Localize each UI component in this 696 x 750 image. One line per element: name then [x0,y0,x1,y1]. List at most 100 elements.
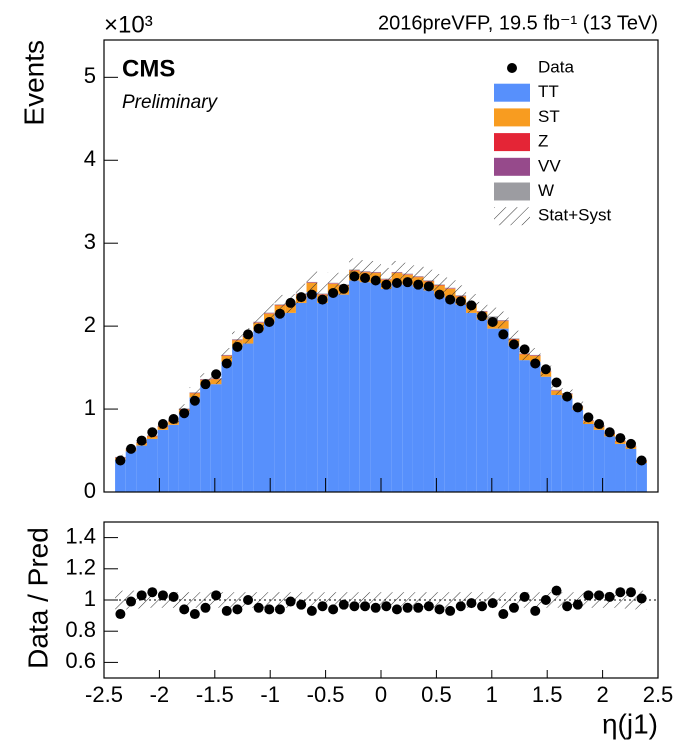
stack-bar [444,297,456,492]
data-point [296,292,307,303]
data-point [530,358,541,369]
uncertainty-band [551,384,562,395]
data-point [328,287,339,298]
stack-bar [146,438,158,492]
y-axis-title: Events [18,40,49,126]
x-tick-label: 1 [486,682,498,707]
stack-bar [434,294,445,492]
experiment: CMS [122,55,175,82]
data-point [594,418,605,429]
data-point [317,294,328,305]
ratio-point [296,599,307,610]
data-point [625,438,636,449]
ratio-uncertainty [317,592,328,608]
x-tick-label: 2.5 [643,682,674,707]
ratio-point [519,591,530,602]
data-point [285,297,296,308]
data-point [445,294,456,305]
x-tick-label: -1.5 [196,682,234,707]
data-point [540,364,551,375]
ratio-uncertainty [498,592,509,608]
ratio-point [466,598,477,609]
stack-bar [253,330,264,492]
stack-bar [327,292,339,492]
ratio-uncertainty [444,592,456,608]
stack-bar [508,346,520,492]
ratio-point [615,587,626,598]
ratio-y-axis-title: Data / Pred [22,527,53,669]
ratio-point [402,602,413,613]
uncertainty-band [221,348,233,362]
ratio-point [413,602,424,613]
ratio-point [200,602,211,613]
stack-bar [295,302,307,492]
ratio-uncertainty [178,592,190,608]
legend-swatch [494,83,530,102]
data-point [604,427,615,438]
data-point [381,279,392,290]
data-point [200,379,211,390]
uncertainty-band [508,330,520,347]
stack-bar [136,445,147,492]
stack-bar [636,462,647,492]
ratio-y-tick-label: 1 [84,586,96,611]
ratio-uncertainty [455,592,467,608]
ratio-point [508,602,519,613]
ratio-uncertainty [253,592,264,608]
ratio-uncertainty [615,591,626,609]
x-axis-title: η(j1) [602,708,658,739]
ratio-uncertainty [423,592,435,608]
uncertainty-band [412,265,424,287]
stack-bar [412,287,424,492]
stack-bar [561,398,573,492]
uncertainty-band [306,271,318,293]
stack-bar [317,302,328,492]
ratio-uncertainty [381,592,392,608]
ratio-point [274,604,285,615]
stack-bar [242,343,254,492]
uncertainty-band [423,269,435,291]
stack-bar [476,319,488,492]
ratio-point [636,593,647,604]
ratio-point [572,599,583,610]
stack-bar [274,313,286,492]
stack-bar [349,280,360,492]
ratio-uncertainty [349,592,360,608]
ratio-point [445,605,456,616]
data-point [402,277,413,288]
y-tick-label: 3 [84,229,96,254]
ratio-point [625,587,636,598]
stack-bar [466,312,477,492]
ratio-point [115,609,126,620]
data-point [136,435,147,446]
stack-bar [338,294,350,492]
ratio-uncertainty [476,592,488,608]
stack-bar [519,360,530,492]
stack-bar [168,424,179,492]
data-point [551,377,562,388]
x-tick-label: 0.5 [421,682,452,707]
ratio-point [147,587,158,598]
legend-label: ST [538,107,560,126]
stack-bar [221,361,233,492]
ratio-point [264,604,275,615]
ratio-point [317,601,328,612]
ratio-point [487,598,498,609]
stack-bar [402,284,413,492]
ratio-uncertainty [146,592,158,608]
uncertainty-band [487,307,499,326]
data-point [253,323,264,334]
data-point [455,296,466,307]
ratio-uncertainty [551,592,562,608]
ratio-uncertainty [508,592,520,608]
ratio-point [221,605,232,616]
ratio-point [530,605,541,616]
data-point [370,275,381,286]
data-point [583,412,594,423]
ratio-point [562,601,573,612]
ratio-uncertainty [370,592,381,608]
stack-bar [370,283,381,492]
stack-bar [540,376,552,492]
uncertainty-band [263,303,275,322]
legend-label: TT [538,82,559,101]
